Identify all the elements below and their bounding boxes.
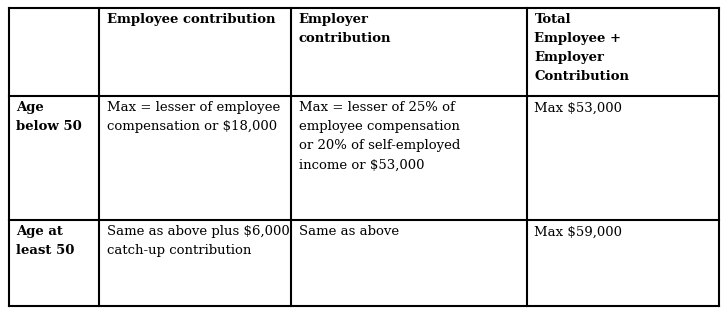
Text: Max = lesser of 25% of
employee compensation
or 20% of self-employed
income or $: Max = lesser of 25% of employee compensa… [298, 101, 460, 172]
Text: Max = lesser of employee
compensation or $18,000: Max = lesser of employee compensation or… [106, 101, 280, 134]
Text: Same as above plus $6,000
catch-up contribution: Same as above plus $6,000 catch-up contr… [106, 225, 290, 257]
Text: Max $53,000: Max $53,000 [534, 101, 622, 115]
Text: Age at
least 50: Age at least 50 [16, 225, 74, 257]
Text: Same as above: Same as above [298, 225, 399, 238]
Text: Age
below 50: Age below 50 [16, 101, 82, 134]
Text: Employee contribution: Employee contribution [106, 13, 275, 27]
Text: Employer
contribution: Employer contribution [298, 13, 391, 46]
Text: Total
Employee +
Employer
Contribution: Total Employee + Employer Contribution [534, 13, 630, 83]
Text: Max $59,000: Max $59,000 [534, 225, 622, 238]
